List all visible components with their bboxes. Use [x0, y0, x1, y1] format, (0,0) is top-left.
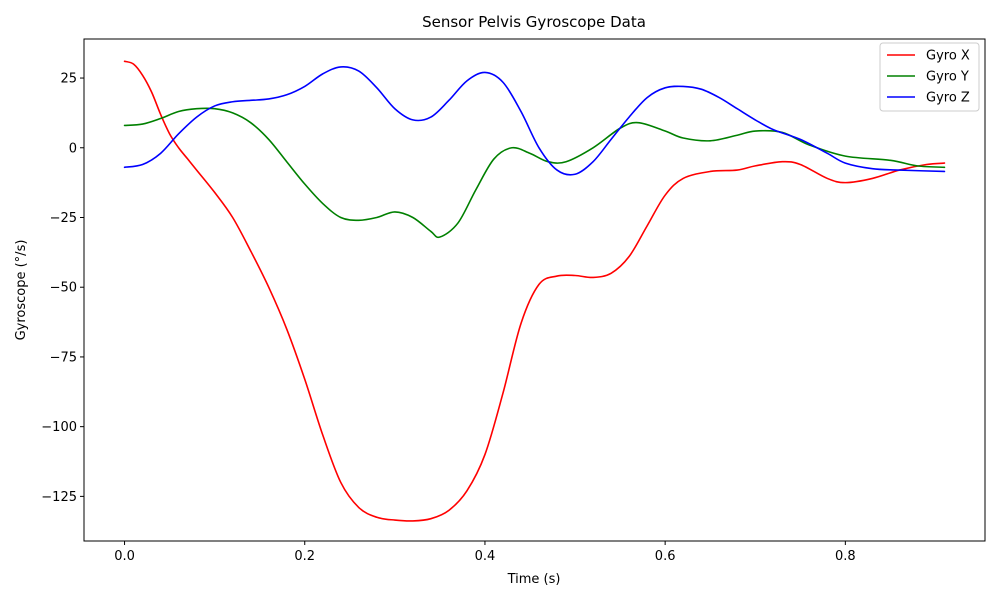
legend-label-gyro-z: Gyro Z: [926, 91, 970, 106]
y-axis: 25 0 −25 −50 −75 −100 −125: [41, 72, 84, 505]
x-tick-label: 0.0: [114, 549, 135, 564]
y-tick-label: −100: [41, 420, 77, 435]
series-line-gyro-y: [123, 107, 946, 239]
legend-label-gyro-y: Gyro Y: [926, 70, 969, 85]
y-tick-label: −25: [50, 211, 77, 226]
legend-box: [879, 42, 980, 112]
y-tick-label: 0: [69, 141, 77, 156]
x-tick-label: 0.6: [655, 549, 676, 564]
chart-title: Sensor Pelvis Gyroscope Data: [422, 13, 646, 31]
y-tick-label: −75: [50, 350, 77, 365]
y-tick-label: −50: [50, 281, 77, 296]
plot-area: [83, 38, 986, 542]
legend: Gyro X Gyro Y Gyro Z: [879, 42, 980, 112]
x-tick-label: 0.4: [475, 549, 496, 564]
x-tick-label: 0.2: [294, 549, 315, 564]
x-axis: 0.0 0.2 0.4 0.6 0.8: [114, 541, 856, 564]
x-tick-label: 0.8: [835, 549, 856, 564]
series-line-gyro-z: [123, 65, 946, 176]
y-tick-label: 25: [60, 72, 77, 87]
legend-label-gyro-x: Gyro X: [926, 49, 970, 64]
series-lines-layer: [123, 60, 946, 522]
series-line-gyro-x: [123, 60, 946, 522]
y-axis-label: Gyroscope (°/s): [14, 240, 29, 341]
plot-frame: [83, 38, 986, 542]
x-axis-label: Time (s): [507, 572, 561, 587]
y-tick-label: −125: [41, 490, 77, 505]
